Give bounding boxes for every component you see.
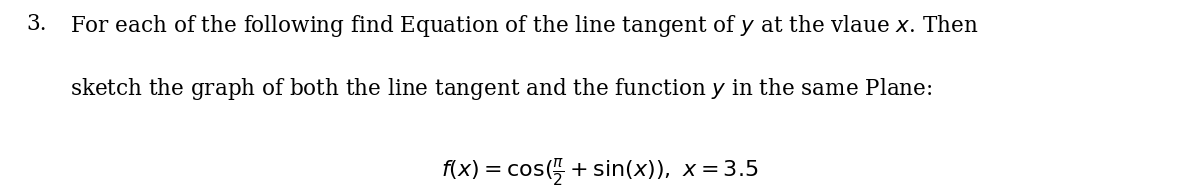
Text: For each of the following find Equation of the line tangent of $y$ at the vlaue : For each of the following find Equation … <box>70 13 978 39</box>
Text: 3.: 3. <box>26 13 47 35</box>
Text: $f(x) = \cos(\frac{\pi}{2} + \sin(x)),\ x = 3.5$: $f(x) = \cos(\frac{\pi}{2} + \sin(x)),\ … <box>442 157 758 188</box>
Text: sketch the graph of both the line tangent and the function $y$ in the same Plane: sketch the graph of both the line tangen… <box>70 76 932 102</box>
